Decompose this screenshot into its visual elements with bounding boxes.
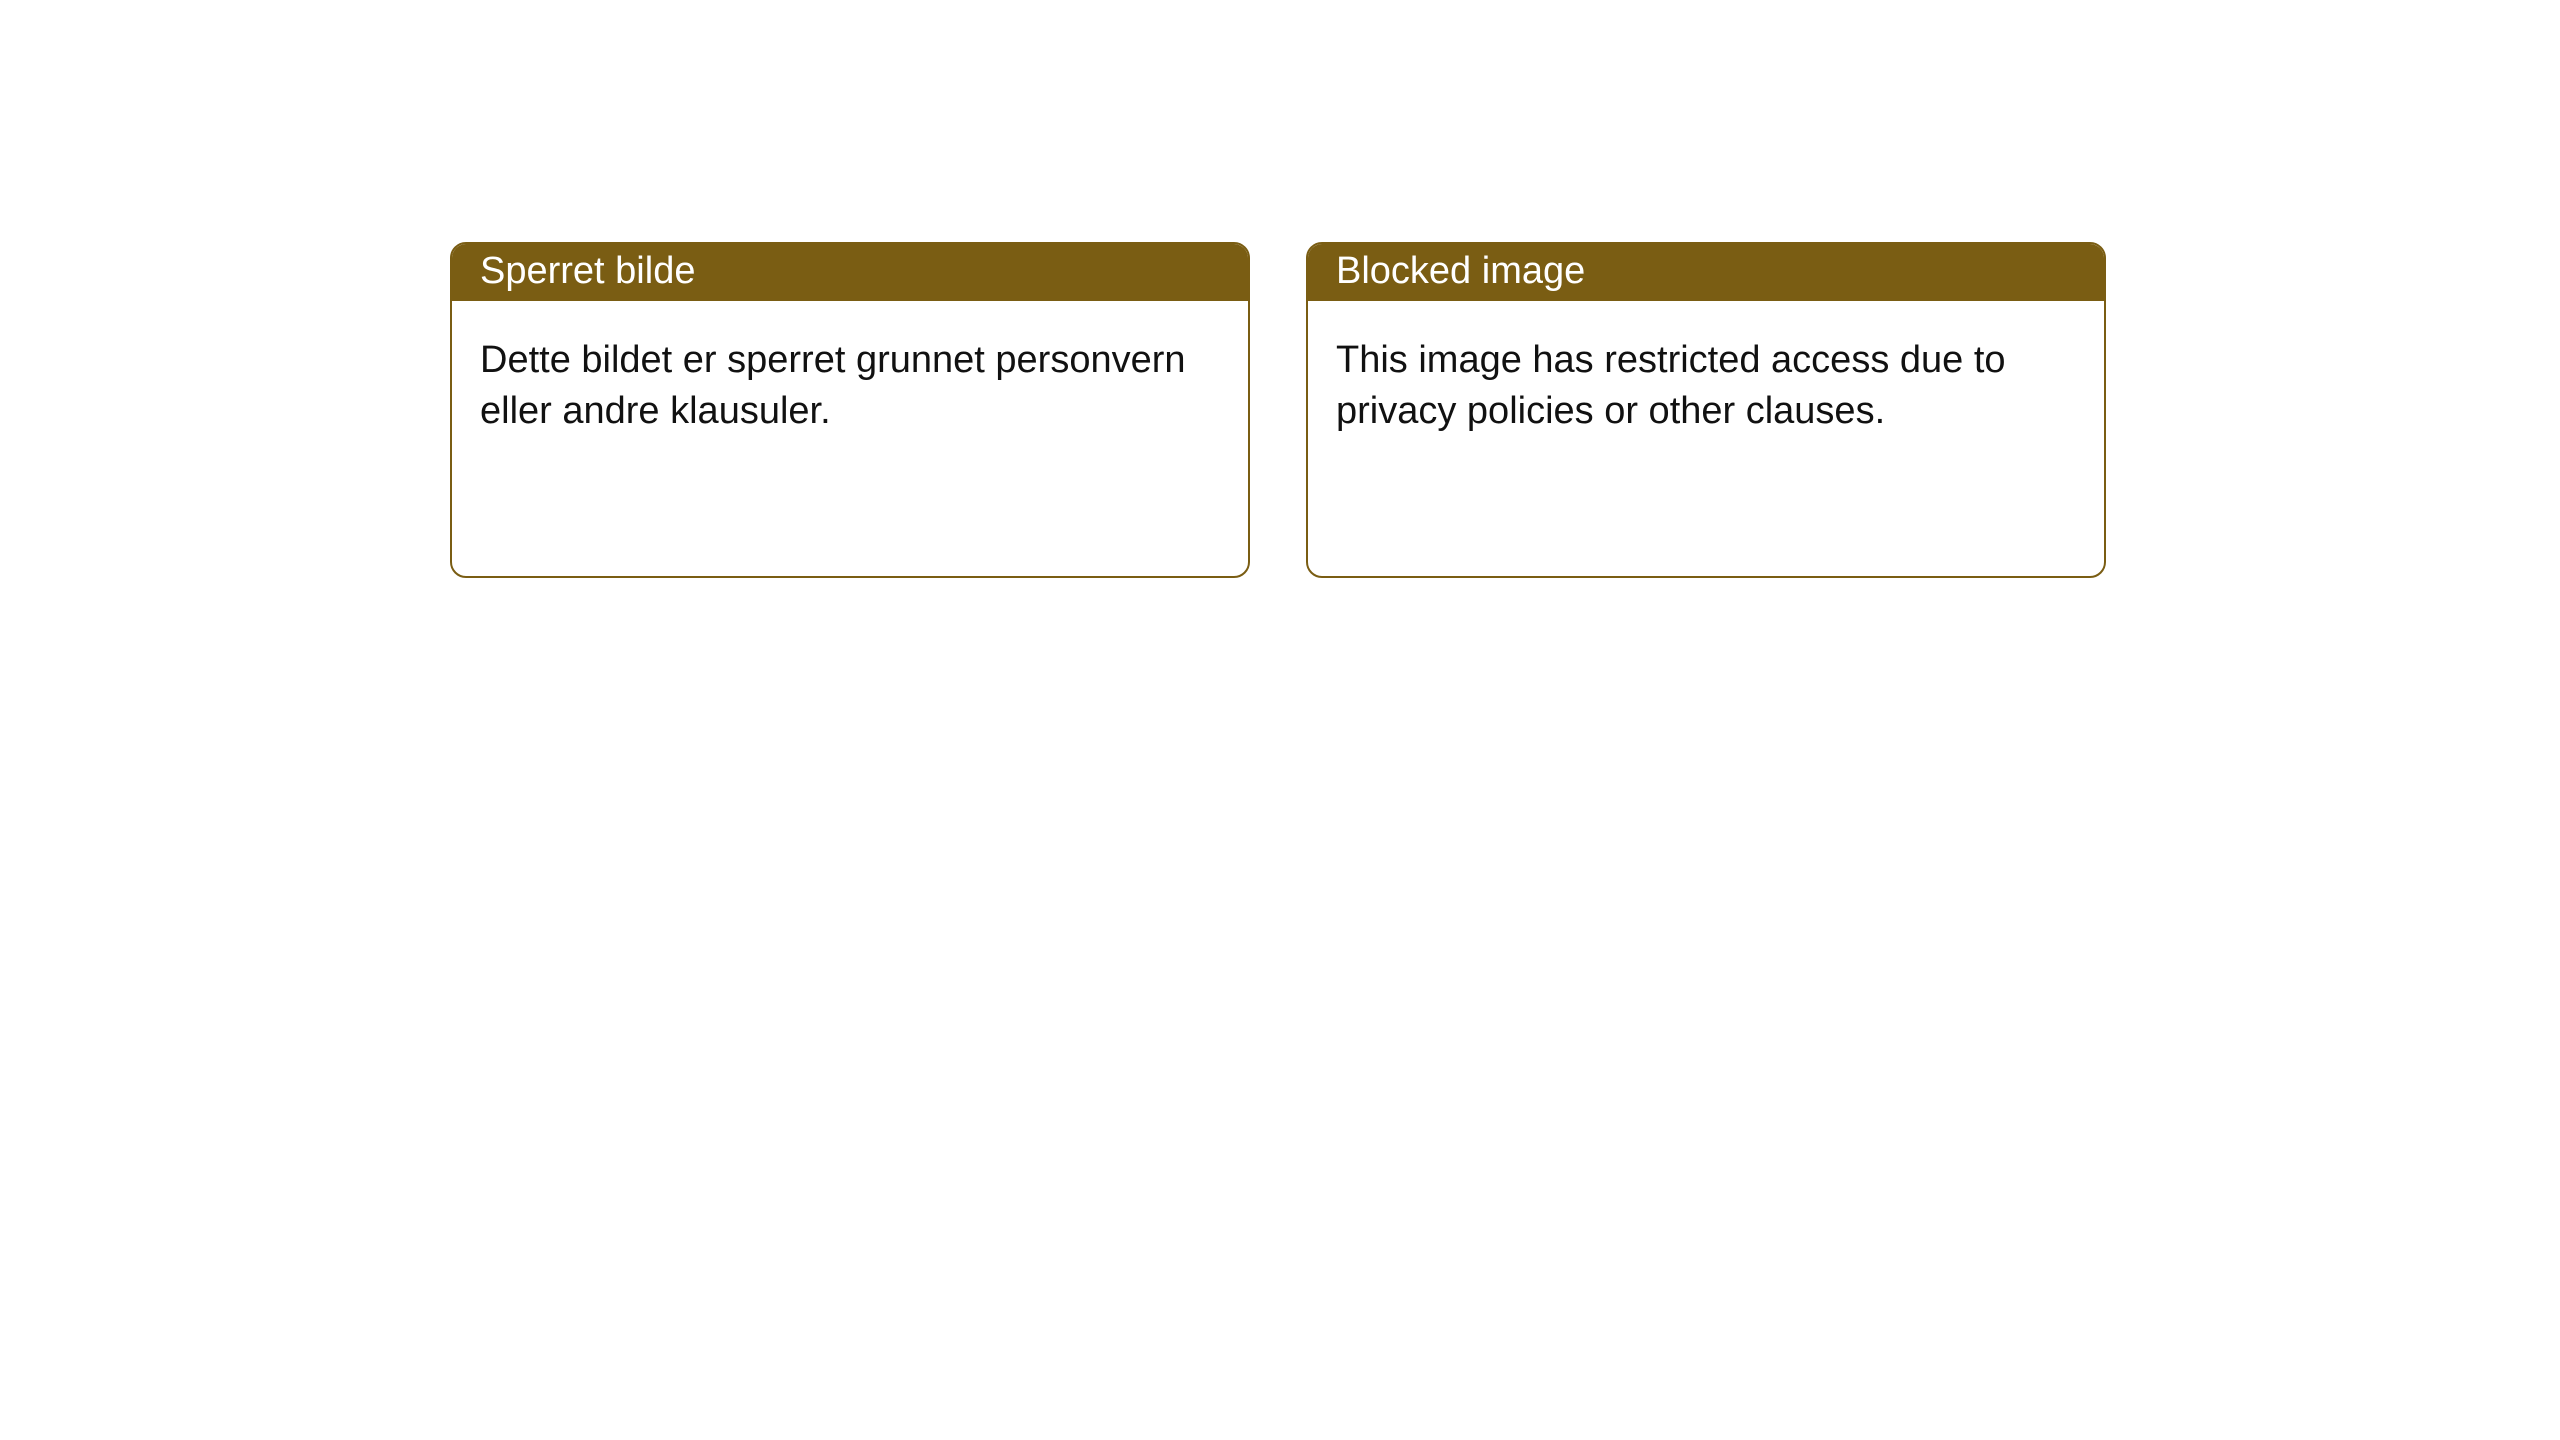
notice-card-norwegian: Sperret bilde Dette bildet er sperret gr… [450,242,1250,578]
notice-body: Dette bildet er sperret grunnet personve… [452,301,1248,472]
notice-header: Blocked image [1308,244,2104,301]
notice-body: This image has restricted access due to … [1308,301,2104,472]
notice-container: Sperret bilde Dette bildet er sperret gr… [0,0,2560,578]
notice-card-english: Blocked image This image has restricted … [1306,242,2106,578]
notice-header: Sperret bilde [452,244,1248,301]
